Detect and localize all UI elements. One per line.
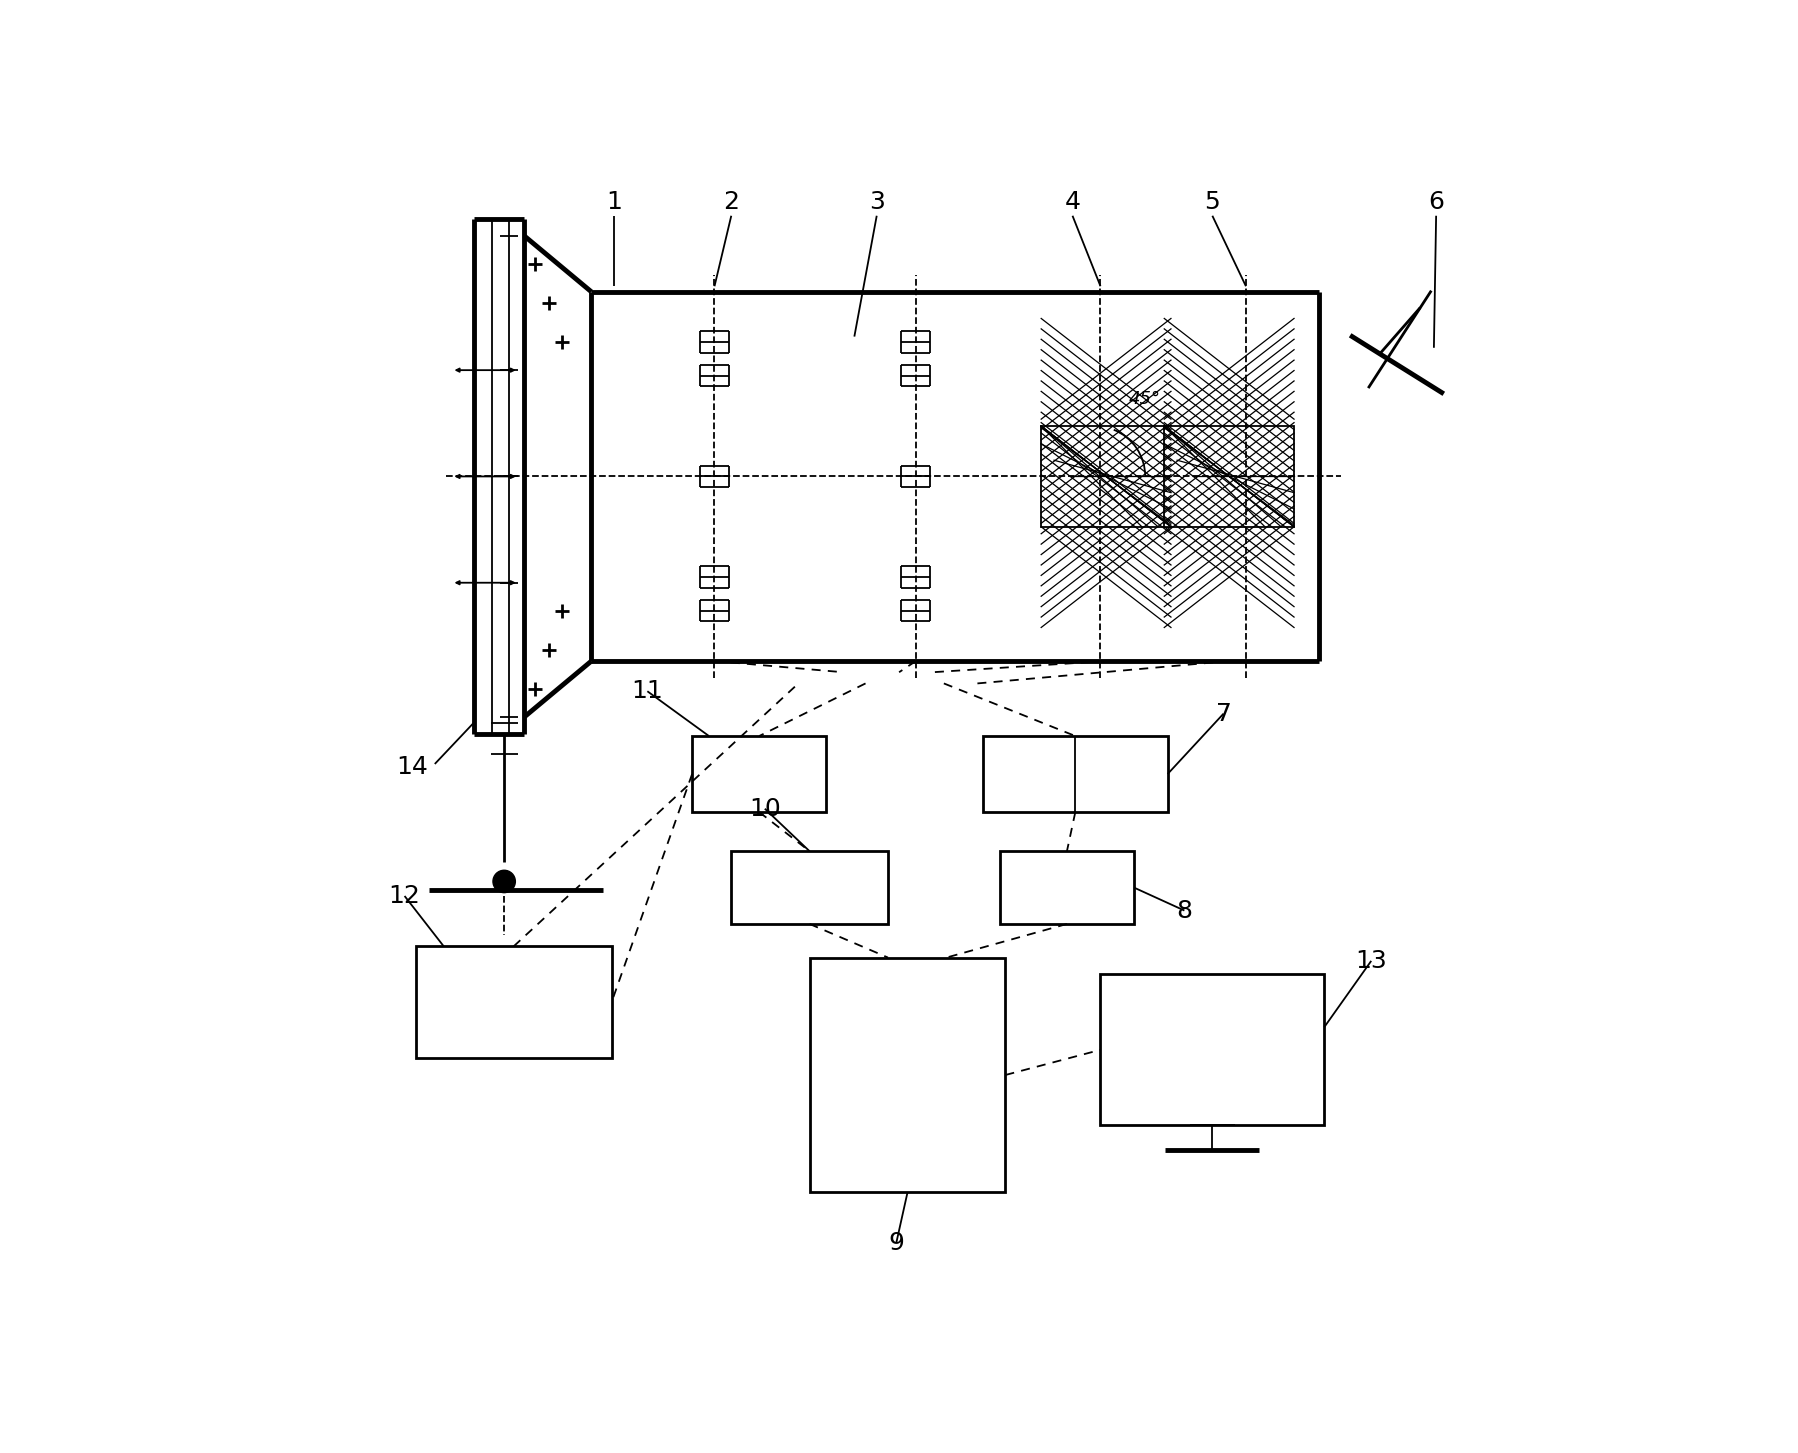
Text: 12: 12 <box>388 883 421 908</box>
Circle shape <box>493 870 516 892</box>
Bar <box>692 737 827 812</box>
Text: 10: 10 <box>750 796 780 821</box>
Bar <box>1000 851 1135 924</box>
Text: 3: 3 <box>868 190 885 215</box>
Bar <box>415 946 611 1058</box>
Bar <box>984 737 1167 812</box>
Text: 9: 9 <box>888 1231 904 1255</box>
Bar <box>1100 975 1325 1125</box>
Text: 11: 11 <box>631 679 663 703</box>
Text: 6: 6 <box>1428 190 1444 215</box>
Bar <box>809 958 1005 1193</box>
Text: 14: 14 <box>397 756 428 779</box>
Text: 45°: 45° <box>1129 389 1160 408</box>
Text: 8: 8 <box>1176 898 1192 923</box>
Bar <box>732 851 888 924</box>
Text: 13: 13 <box>1356 949 1386 974</box>
Bar <box>1041 426 1170 527</box>
Text: 7: 7 <box>1215 702 1232 725</box>
Text: 5: 5 <box>1205 190 1221 215</box>
Text: 2: 2 <box>723 190 739 215</box>
Text: 4: 4 <box>1064 190 1081 215</box>
Bar <box>1165 426 1295 527</box>
Text: 1: 1 <box>606 190 622 215</box>
